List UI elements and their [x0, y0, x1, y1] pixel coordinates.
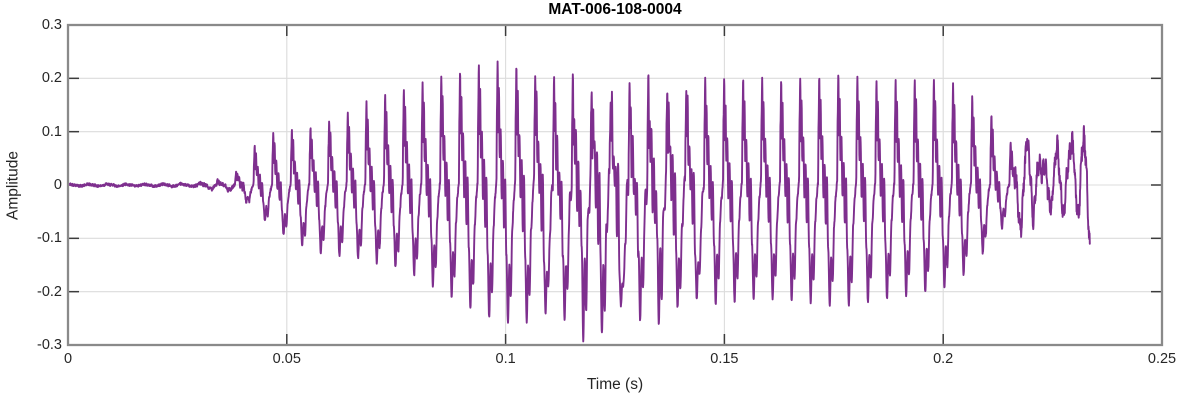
y-tick-label: 0 [53, 177, 62, 193]
plot-title: MAT-006-108-0004 [548, 1, 682, 18]
waveform-path [67, 60, 1091, 343]
y-tick-label: 0.2 [41, 70, 62, 87]
x-tick-label: 0.15 [710, 351, 739, 367]
y-tick-label: 0.1 [41, 123, 62, 140]
x-tick-label: 0.2 [933, 351, 954, 367]
x-tick-label: 0.05 [272, 351, 301, 367]
plot-frame [66, 23, 1164, 347]
y-tick-label: -0.2 [37, 283, 62, 300]
x-tick-label: 0.25 [1147, 351, 1177, 367]
x-tick-label: 0 [63, 351, 73, 367]
x-axis-label: Time (s) [586, 376, 644, 393]
y-tick-label: -0.1 [37, 230, 62, 247]
y-tick-label: 0.3 [41, 17, 62, 33]
y-tick-label: -0.3 [37, 337, 62, 353]
x-tick-label: 0.1 [495, 351, 516, 367]
